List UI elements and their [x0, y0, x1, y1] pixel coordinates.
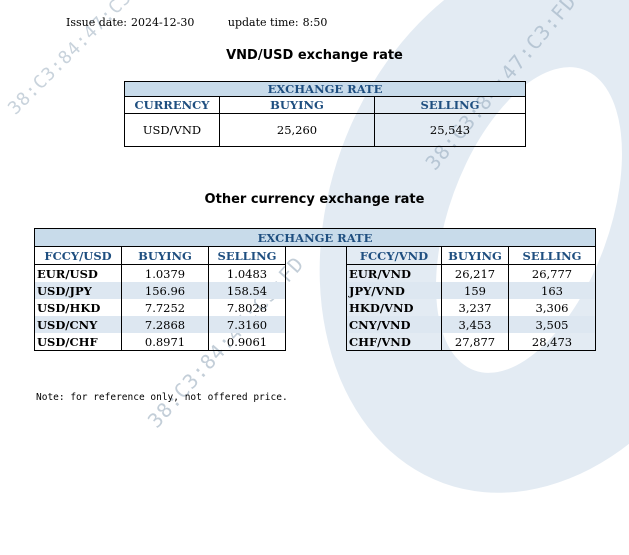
- table-row: USD/HKD 7.7252 7.8028 HKD/VND 3,237 3,306: [34, 299, 596, 316]
- table-row: USD/CHF 0.8971 0.9061 CHF/VND 27,877 28,473: [34, 333, 596, 351]
- issue-date-label: Issue date:: [66, 16, 127, 29]
- issue-date: Issue date: 2024-12-30: [66, 16, 194, 29]
- buying-cell: 0.8971: [121, 333, 209, 351]
- selling-cell: 3,306: [508, 299, 596, 316]
- vnd-usd-table: EXCHANGE RATE CURRENCY BUYING SELLING US…: [124, 81, 526, 147]
- buying-cell: 27,877: [441, 333, 509, 351]
- table-header: EXCHANGE RATE: [34, 228, 596, 247]
- selling-cell: 163: [508, 282, 596, 299]
- spacer: [286, 299, 347, 316]
- col-header-buying: BUYING: [219, 96, 375, 114]
- selling-cell: 7.3160: [208, 316, 286, 333]
- fccy-cell: USD/HKD: [34, 299, 122, 316]
- selling-cell: 158.54: [208, 282, 286, 299]
- fccy-cell: USD/CHF: [34, 333, 122, 351]
- fccy-cell: CNY/VND: [346, 316, 442, 333]
- selling-cell: 28,473: [508, 333, 596, 351]
- selling-cell: 3,505: [508, 316, 596, 333]
- buying-cell: 156.96: [121, 282, 209, 299]
- selling-cell: 0.9061: [208, 333, 286, 351]
- buying-cell: 26,217: [441, 264, 509, 282]
- buying-cell: 7.7252: [121, 299, 209, 316]
- fccy-cell: EUR/USD: [34, 264, 122, 282]
- issue-date-value: 2024-12-30: [130, 16, 195, 29]
- selling-cell: 26,777: [508, 264, 596, 282]
- selling-cell: 25,543: [374, 113, 526, 147]
- spacer: [286, 247, 347, 265]
- disclaimer-note: Note: for reference only, not offered pr…: [36, 392, 288, 403]
- buying-cell: 25,260: [219, 113, 375, 147]
- col-header-fccy-vnd: FCCY/VND: [346, 246, 442, 265]
- table-row: USD/CNY 7.2868 7.3160 CNY/VND 3,453 3,505: [34, 316, 596, 333]
- buying-cell: 1.0379: [121, 264, 209, 282]
- section2-title: Other currency exchange rate: [204, 192, 425, 207]
- col-header-selling: SELLING: [374, 96, 526, 114]
- update-time: update time: 8:50: [228, 16, 327, 29]
- fccy-cell: USD/JPY: [34, 282, 122, 299]
- table-row: USD/JPY 156.96 158.54 JPY/VND 159 163: [34, 282, 596, 299]
- col-header-buying: BUYING: [121, 246, 209, 265]
- col-header-currency: CURRENCY: [124, 96, 220, 114]
- fccy-cell: JPY/VND: [346, 282, 442, 299]
- buying-cell: 3,237: [441, 299, 509, 316]
- currency-cell: USD/VND: [124, 113, 220, 147]
- fccy-cell: CHF/VND: [346, 333, 442, 351]
- buying-cell: 3,453: [441, 316, 509, 333]
- update-time-value: 8:50: [302, 16, 328, 29]
- other-currency-table: EXCHANGE RATE FCCY/USD BUYING SELLING FC…: [34, 228, 596, 351]
- spacer: [286, 333, 347, 351]
- meta-line: Issue date: 2024-12-30 update time: 8:50: [66, 16, 357, 29]
- col-header-selling: SELLING: [508, 246, 596, 265]
- table-header: EXCHANGE RATE: [124, 81, 526, 97]
- fccy-cell: EUR/VND: [346, 264, 442, 282]
- spacer: [286, 265, 347, 283]
- buying-cell: 7.2868: [121, 316, 209, 333]
- fccy-cell: HKD/VND: [346, 299, 442, 316]
- col-header-selling: SELLING: [208, 246, 286, 265]
- buying-cell: 159: [441, 282, 509, 299]
- update-time-label: update time:: [227, 16, 299, 29]
- selling-cell: 1.0483: [208, 264, 286, 282]
- rate-rows: EUR/USD 1.0379 1.0483 EUR/VND 26,217 26,777 US…: [34, 264, 596, 351]
- table-row: EUR/USD 1.0379 1.0483 EUR/VND 26,217 26,777: [34, 264, 596, 283]
- fccy-cell: USD/CNY: [34, 316, 122, 333]
- col-header-buying: BUYING: [441, 246, 509, 265]
- spacer: [286, 282, 347, 299]
- spacer: [286, 316, 347, 333]
- section1-title: VND/USD exchange rate: [226, 48, 403, 63]
- selling-cell: 7.8028: [208, 299, 286, 316]
- col-header-fccy-usd: FCCY/USD: [34, 246, 122, 265]
